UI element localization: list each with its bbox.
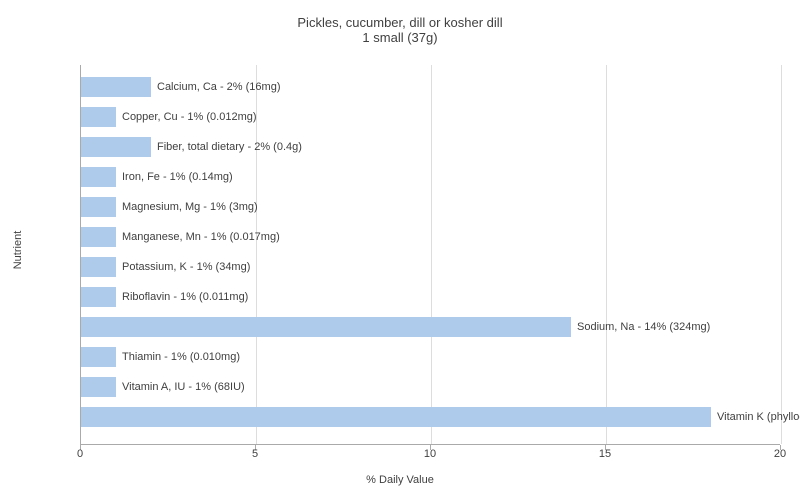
bar-label: Copper, Cu - 1% (0.012mg) [122,111,257,123]
bar-row: Fiber, total dietary - 2% (0.4g) [81,137,302,157]
bar-label: Calcium, Ca - 2% (16mg) [157,81,280,93]
bar-label: Potassium, K - 1% (34mg) [122,261,250,273]
bar [81,137,151,157]
bar-label: Sodium, Na - 14% (324mg) [577,321,710,333]
gridline [606,65,607,444]
bar [81,347,116,367]
chart-title-line2: 1 small (37g) [0,30,800,45]
chart-title-line1: Pickles, cucumber, dill or kosher dill [0,15,800,30]
bar-label: Fiber, total dietary - 2% (0.4g) [157,141,302,153]
x-tick-label: 5 [252,448,258,460]
bar-label: Manganese, Mn - 1% (0.017mg) [122,231,280,243]
bar-row: Potassium, K - 1% (34mg) [81,257,250,277]
bar-row: Iron, Fe - 1% (0.14mg) [81,167,233,187]
bar [81,227,116,247]
bar-label: Vitamin A, IU - 1% (68IU) [122,381,245,393]
x-tick-label: 20 [774,448,786,460]
bar [81,377,116,397]
x-tick-label: 0 [77,448,83,460]
x-tick-label: 15 [599,448,611,460]
bar [81,77,151,97]
bar-label: Magnesium, Mg - 1% (3mg) [122,201,258,213]
bar-row: Manganese, Mn - 1% (0.017mg) [81,227,280,247]
bar-label: Riboflavin - 1% (0.011mg) [122,291,248,303]
x-tick-label: 10 [424,448,436,460]
x-axis-label: % Daily Value [366,474,434,486]
bar [81,257,116,277]
bar [81,107,116,127]
y-axis-label: Nutrient [12,231,24,270]
gridline [781,65,782,444]
nutrient-chart: Pickles, cucumber, dill or kosher dill 1… [0,0,800,500]
bar-row: Riboflavin - 1% (0.011mg) [81,287,248,307]
bar [81,197,116,217]
bar [81,407,711,427]
bar-label: Thiamin - 1% (0.010mg) [122,351,240,363]
bar-row: Calcium, Ca - 2% (16mg) [81,77,280,97]
bar-label: Iron, Fe - 1% (0.14mg) [122,171,233,183]
bar-row: Copper, Cu - 1% (0.012mg) [81,107,257,127]
gridline [431,65,432,444]
bar-label: Vitamin K (phylloquinone) - 18% (14.4mcg… [717,411,800,423]
plot-area: Calcium, Ca - 2% (16mg) Copper, Cu - 1% (… [80,65,780,445]
bar [81,167,116,187]
bar [81,317,571,337]
bar-row: Vitamin K (phylloquinone) - 18% (14.4mcg… [81,407,800,427]
bar-row: Magnesium, Mg - 1% (3mg) [81,197,258,217]
chart-title: Pickles, cucumber, dill or kosher dill 1… [0,15,800,45]
bar-row: Thiamin - 1% (0.010mg) [81,347,240,367]
bar-row: Sodium, Na - 14% (324mg) [81,317,710,337]
bar-row: Vitamin A, IU - 1% (68IU) [81,377,245,397]
bar [81,287,116,307]
